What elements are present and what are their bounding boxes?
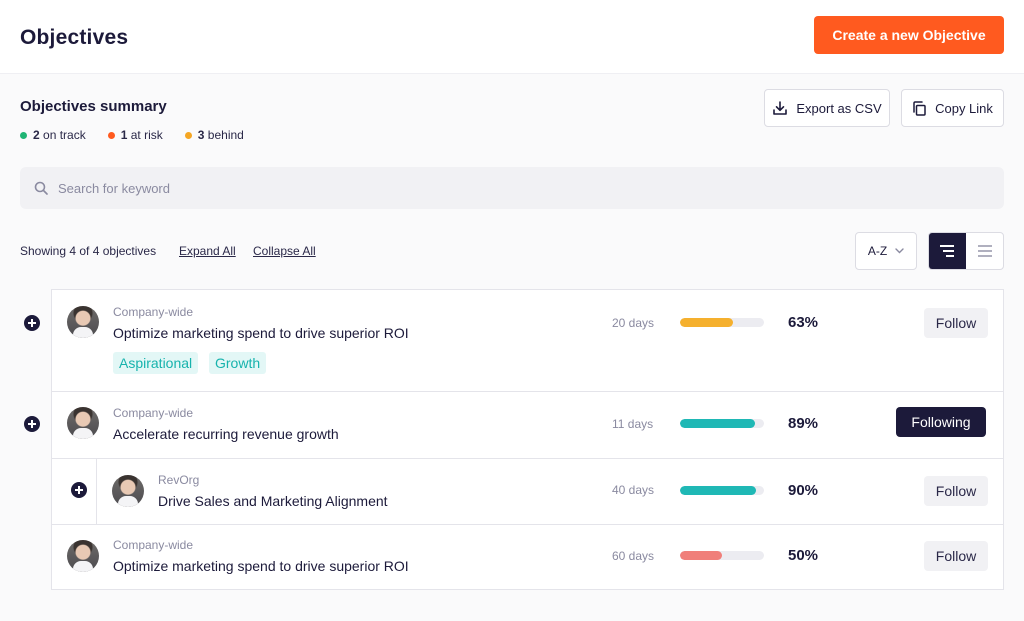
days-remaining: 60 days — [612, 549, 655, 563]
showing-count: Showing 4 of 4 objectives — [20, 244, 157, 258]
row-divider — [52, 458, 1003, 459]
tag-growth[interactable]: Growth — [209, 352, 267, 374]
objectives-list: Company-wide Optimize marketing spend to… — [51, 289, 1004, 590]
objective-title[interactable]: Optimize marketing spend to drive superi… — [113, 325, 409, 341]
tag-aspirational[interactable]: Aspirational — [113, 352, 199, 374]
progress-percent: 63% — [788, 314, 819, 331]
objective-title[interactable]: Drive Sales and Marketing Alignment — [158, 493, 388, 509]
stat-behind: 3 behind — [184, 128, 244, 142]
days-remaining: 20 days — [612, 316, 655, 330]
search-icon — [34, 181, 48, 195]
days-remaining: 40 days — [612, 483, 655, 497]
following-button[interactable]: Following — [896, 407, 986, 437]
avatar — [67, 306, 99, 338]
summary-stats: 2 on track 1 at risk 3 behind — [20, 128, 244, 142]
objective-row[interactable]: Company-wide Optimize marketing spend to… — [52, 525, 1003, 590]
create-objective-button[interactable]: Create a new Objective — [814, 16, 1004, 54]
avatar — [67, 407, 99, 439]
stat-label: on track — [43, 128, 86, 142]
tree-list-icon — [939, 245, 954, 257]
stat-at-risk: 1 at risk — [107, 128, 163, 142]
avatar — [112, 475, 144, 507]
progress-percent: 89% — [788, 415, 819, 432]
top-bar: Objectives Create a new Objective — [0, 0, 1024, 74]
progress-fill — [680, 318, 733, 327]
list-icon — [977, 245, 992, 257]
follow-button[interactable]: Follow — [924, 308, 988, 338]
follow-button[interactable]: Follow — [924, 541, 988, 571]
tree-view-button[interactable] — [929, 233, 966, 269]
on-track-dot-icon — [20, 131, 27, 139]
copy-link-label: Copy Link — [935, 100, 993, 116]
copy-icon — [913, 100, 926, 116]
progress-bar — [680, 318, 764, 327]
flat-list-view-button[interactable] — [966, 233, 1003, 269]
expand-all-link[interactable]: Expand All — [179, 244, 236, 258]
objective-scope: RevOrg — [158, 473, 200, 487]
objective-title[interactable]: Optimize marketing spend to drive superi… — [113, 558, 409, 574]
objective-scope: Company-wide — [113, 406, 194, 420]
stat-count: 1 — [120, 128, 128, 142]
avatar — [67, 540, 99, 572]
chevron-down-icon — [895, 248, 904, 254]
copy-link-button[interactable]: Copy Link — [901, 89, 1004, 127]
behind-dot-icon — [184, 131, 192, 139]
objective-row[interactable]: Company-wide Optimize marketing spend to… — [52, 290, 1003, 391]
expand-plus-icon[interactable] — [24, 416, 40, 432]
objective-row-child[interactable]: RevOrg Drive Sales and Marketing Alignme… — [52, 459, 1003, 524]
progress-fill — [680, 486, 756, 495]
progress-percent: 50% — [788, 547, 819, 564]
stat-label: at risk — [130, 128, 163, 142]
collapse-all-link[interactable]: Collapse All — [253, 244, 316, 258]
stat-count: 3 — [197, 128, 205, 142]
row-divider — [52, 391, 1003, 392]
search-input[interactable] — [58, 180, 958, 196]
search-bar — [20, 167, 1004, 209]
follow-button[interactable]: Follow — [924, 476, 988, 506]
objective-scope: Company-wide — [113, 538, 194, 552]
objective-title[interactable]: Accelerate recurring revenue growth — [113, 426, 339, 442]
row-divider — [52, 524, 1003, 525]
at-risk-dot-icon — [107, 131, 115, 139]
objective-row[interactable]: Company-wide Accelerate recurring revenu… — [52, 392, 1003, 458]
sort-value: A-Z — [867, 244, 888, 258]
progress-bar — [680, 551, 764, 560]
summary-title: Objectives summary — [20, 98, 167, 115]
progress-fill — [680, 419, 755, 428]
export-csv-label: Export as CSV — [796, 100, 882, 116]
view-toggle — [928, 232, 1004, 270]
progress-percent: 90% — [788, 482, 819, 499]
export-csv-button[interactable]: Export as CSV — [764, 89, 890, 127]
stat-label: behind — [207, 128, 244, 142]
stat-count: 2 — [33, 128, 40, 142]
sort-select[interactable]: A-Z — [855, 232, 917, 270]
days-remaining: 11 days — [612, 417, 654, 431]
download-icon — [773, 101, 788, 115]
page-title: Objectives — [20, 26, 129, 49]
progress-bar — [680, 419, 764, 428]
progress-bar — [680, 486, 764, 495]
expand-plus-icon[interactable] — [24, 315, 40, 331]
expand-plus-icon[interactable] — [71, 482, 87, 498]
child-indent-line — [96, 459, 97, 524]
objective-scope: Company-wide — [113, 305, 194, 319]
progress-fill — [680, 551, 722, 560]
stat-on-track: 2 on track — [20, 128, 86, 142]
